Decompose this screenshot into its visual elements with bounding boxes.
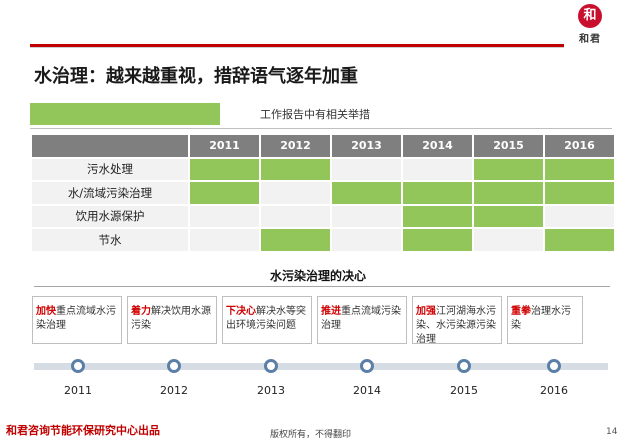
column-header-year: 2013 — [330, 133, 403, 159]
determination-boxes: 加快重点流域水污染治理 着力解决饮用水源污染 下决心解决水等突出环境污染问题 推… — [32, 296, 588, 345]
box-text: 江河湖海水污染、水污染源污染治理 — [416, 306, 496, 345]
cell-marked — [401, 180, 474, 206]
table-header-row: 2011 2012 2013 2014 2015 2016 — [30, 133, 616, 159]
box-text: 重点流域水污染治理 — [36, 306, 116, 331]
cell-marked — [472, 180, 545, 206]
table-row: 污水处理 — [30, 156, 616, 182]
cell-marked — [401, 227, 474, 253]
cell-marked — [259, 227, 332, 253]
timeline-dot-icon — [360, 359, 374, 373]
determination-box: 加快重点流域水污染治理 — [32, 296, 122, 344]
determination-box: 着力解决饮用水源污染 — [127, 296, 217, 344]
policy-matrix-table: 2011 2012 2013 2014 2015 2016 污水处理 水/流域污染… — [30, 133, 616, 253]
cell-empty — [401, 156, 474, 182]
legend-label: 工作报告中有相关举措 — [260, 108, 370, 121]
determination-box: 推进重点流域污染治理 — [317, 296, 407, 344]
cell-empty — [259, 180, 332, 206]
footer-rights: 版权所有，不得翻印 — [270, 430, 352, 440]
timeline-dot-icon — [264, 359, 278, 373]
timeline-year: 2012 — [160, 384, 188, 397]
timeline-year: 2016 — [540, 384, 568, 397]
row-label: 节水 — [30, 227, 190, 253]
logo-text: 和君 — [579, 34, 601, 45]
table-row: 节水 — [30, 227, 616, 253]
column-header-year: 2011 — [188, 133, 261, 159]
legend-divider — [30, 128, 612, 129]
timeline-dot-icon — [547, 359, 561, 373]
cell-empty — [330, 203, 403, 229]
header-divider — [30, 47, 564, 48]
cell-marked — [188, 180, 261, 206]
cell-marked — [543, 180, 616, 206]
column-header-year: 2015 — [472, 133, 545, 159]
cell-marked — [472, 203, 545, 229]
cell-empty — [543, 203, 616, 229]
timeline-bar — [34, 363, 608, 370]
cell-marked — [330, 180, 403, 206]
cell-empty — [259, 203, 332, 229]
determination-box: 重拳治理水污染 — [507, 296, 583, 344]
section-title: 水污染治理的决心 — [270, 269, 367, 283]
highlight-term: 下决心 — [226, 306, 256, 317]
column-header-year: 2016 — [543, 133, 616, 159]
table-corner-cell — [30, 133, 190, 159]
box-text: 解决饮用水源污染 — [131, 306, 211, 331]
determination-box: 下决心解决水等突出环境污染问题 — [222, 296, 312, 344]
legend-swatch — [30, 103, 220, 125]
row-label: 饮用水源保护 — [30, 203, 190, 229]
highlight-term: 推进 — [321, 306, 341, 317]
header-accent-rule — [30, 44, 564, 47]
cell-empty — [188, 227, 261, 253]
cell-marked — [543, 156, 616, 182]
section-divider — [34, 286, 610, 287]
cell-empty — [330, 156, 403, 182]
highlight-term: 着力 — [131, 306, 151, 317]
box-text: 重点流域污染治理 — [321, 306, 401, 331]
determination-box: 加强江河湖海水污染、水污染源污染治理 — [412, 296, 502, 345]
cell-empty — [472, 227, 545, 253]
table-row: 饮用水源保护 — [30, 203, 616, 229]
page-title: 水治理：越来越重视，措辞语气逐年加重 — [34, 66, 358, 87]
cell-marked — [401, 203, 474, 229]
timeline-dot-icon — [457, 359, 471, 373]
cell-marked — [259, 156, 332, 182]
timeline-year: 2014 — [353, 384, 381, 397]
timeline-year: 2011 — [64, 384, 92, 397]
legend: 工作报告中有相关举措 — [30, 103, 612, 129]
cell-empty — [330, 227, 403, 253]
timeline-dot-icon — [71, 359, 85, 373]
highlight-term: 加强 — [416, 306, 436, 317]
cell-marked — [543, 227, 616, 253]
footer-organization: 和君咨询节能环保研究中心出品 — [6, 424, 160, 437]
highlight-term: 重拳 — [511, 306, 531, 317]
column-header-year: 2014 — [401, 133, 474, 159]
cell-marked — [188, 156, 261, 182]
row-label: 污水处理 — [30, 156, 190, 182]
row-label: 水/流域污染治理 — [30, 180, 190, 206]
company-logo: 和 和君 — [570, 4, 610, 46]
highlight-term: 加快 — [36, 306, 56, 317]
box-text: 解决水等突出环境污染问题 — [226, 306, 306, 331]
cell-marked — [472, 156, 545, 182]
timeline-year: 2013 — [257, 384, 285, 397]
table-row: 水/流域污染治理 — [30, 180, 616, 206]
box-text: 治理水污染 — [511, 306, 571, 331]
column-header-year: 2012 — [259, 133, 332, 159]
timeline-dot-icon — [167, 359, 181, 373]
page-number: 14 — [606, 427, 618, 437]
cell-empty — [188, 203, 261, 229]
logo-seal-icon: 和 — [578, 4, 602, 28]
timeline-year: 2015 — [450, 384, 478, 397]
